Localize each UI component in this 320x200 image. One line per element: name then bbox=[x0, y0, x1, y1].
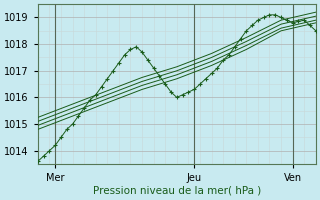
X-axis label: Pression niveau de la mer( hPa ): Pression niveau de la mer( hPa ) bbox=[93, 186, 261, 196]
